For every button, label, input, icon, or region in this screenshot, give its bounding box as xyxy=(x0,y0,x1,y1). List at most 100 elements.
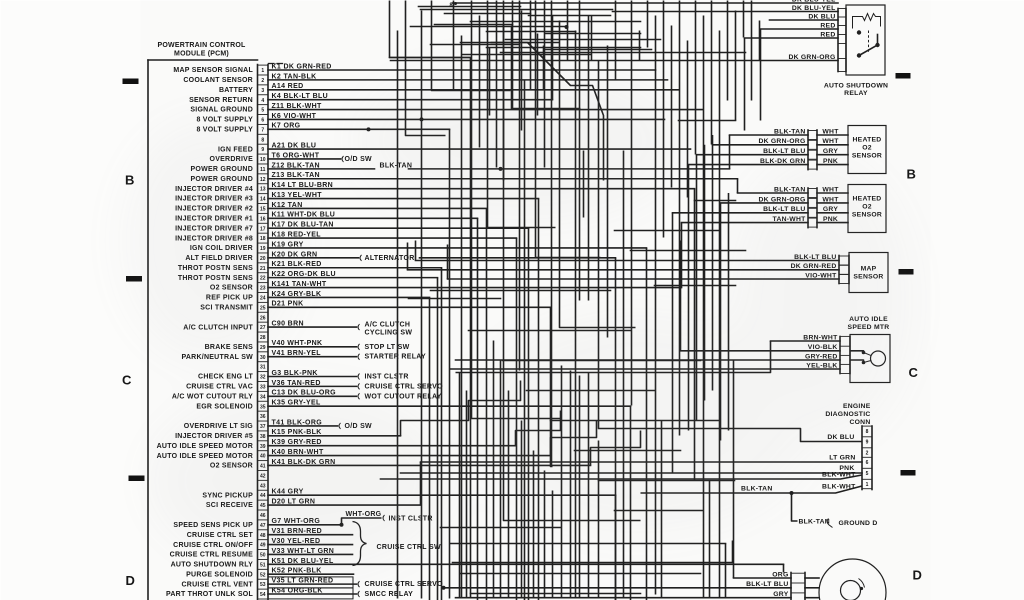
svg-text:D21 PNK: D21 PNK xyxy=(272,301,304,308)
svg-text:8: 8 xyxy=(866,429,869,435)
svg-text:A14 RED: A14 RED xyxy=(272,83,304,90)
svg-text:31: 31 xyxy=(260,365,266,371)
svg-text:2: 2 xyxy=(261,78,264,84)
svg-text:BLK-DK GRN: BLK-DK GRN xyxy=(760,158,806,165)
svg-text:POWERTRAIN CONTROL: POWERTRAIN CONTROL xyxy=(158,42,247,49)
svg-text:K2 TAN-BLK: K2 TAN-BLK xyxy=(272,73,317,80)
svg-text:HEATED: HEATED xyxy=(853,137,882,144)
svg-text:K13 YEL-WHT: K13 YEL-WHT xyxy=(272,192,323,199)
svg-text:K11 WHT-DK BLU: K11 WHT-DK BLU xyxy=(272,212,336,219)
svg-text:K17 DK BLU-TAN: K17 DK BLU-TAN xyxy=(272,222,334,229)
svg-text:BATTERY: BATTERY xyxy=(219,87,253,94)
svg-text:PART THROT UNLK SOL: PART THROT UNLK SOL xyxy=(166,591,254,598)
svg-text:DK GRN-ORG: DK GRN-ORG xyxy=(788,54,835,61)
svg-text:4: 4 xyxy=(261,98,264,104)
svg-text:GROUND D: GROUND D xyxy=(839,520,878,527)
svg-text:K22 ORG-DK BLU: K22 ORG-DK BLU xyxy=(272,271,336,278)
svg-text:DK BLU-YEL: DK BLU-YEL xyxy=(792,5,836,12)
svg-text:G3 BLK-PNK: G3 BLK-PNK xyxy=(272,370,318,377)
svg-text:GRY: GRY xyxy=(773,591,788,598)
svg-text:A21 DK BLU: A21 DK BLU xyxy=(272,142,317,149)
svg-text:GRY: GRY xyxy=(823,148,838,155)
svg-text:B: B xyxy=(907,167,917,182)
svg-text:V41 BRN-YEL: V41 BRN-YEL xyxy=(272,350,322,357)
svg-text:DK BLU-YEL: DK BLU-YEL xyxy=(792,0,836,3)
svg-text:SIGNAL GROUND: SIGNAL GROUND xyxy=(190,107,253,114)
svg-text:SMCC RELAY: SMCC RELAY xyxy=(365,591,414,598)
svg-text:O/D SW: O/D SW xyxy=(345,156,373,163)
svg-text:RED: RED xyxy=(820,22,835,29)
svg-text:CRUISE CTRL SW: CRUISE CTRL SW xyxy=(377,544,441,551)
svg-text:A/C CLUTCH: A/C CLUTCH xyxy=(365,322,411,329)
svg-text:32: 32 xyxy=(260,375,266,381)
svg-text:ALTERNATOR: ALTERNATOR xyxy=(365,255,415,262)
svg-text:STOP LT SW: STOP LT SW xyxy=(365,344,410,351)
svg-text:B: B xyxy=(125,173,135,188)
svg-text:30: 30 xyxy=(260,355,266,361)
svg-text:BLK-TAN: BLK-TAN xyxy=(774,128,805,135)
svg-text:Z13 BLK-TAN: Z13 BLK-TAN xyxy=(272,172,320,179)
svg-text:1: 1 xyxy=(866,482,869,488)
svg-text:5: 5 xyxy=(866,471,869,477)
svg-text:COOLANT SENSOR: COOLANT SENSOR xyxy=(183,77,253,84)
svg-text:CRUISE CTRL VAC: CRUISE CTRL VAC xyxy=(186,384,253,391)
svg-text:1: 1 xyxy=(261,68,264,74)
svg-text:C: C xyxy=(122,373,132,388)
svg-text:29: 29 xyxy=(260,345,266,351)
svg-text:A/C WOT CUTOUT RLY: A/C WOT CUTOUT RLY xyxy=(172,393,253,400)
svg-text:T6 ORG-WHT: T6 ORG-WHT xyxy=(272,152,320,159)
svg-text:5: 5 xyxy=(261,108,264,114)
svg-text:8: 8 xyxy=(261,137,264,143)
svg-text:K1 DK GRN-RED: K1 DK GRN-RED xyxy=(272,63,332,70)
svg-text:V40 WHT-PNK: V40 WHT-PNK xyxy=(272,340,323,347)
svg-text:C90 BRN: C90 BRN xyxy=(272,320,304,327)
svg-text:AUTO SHUTDOWN: AUTO SHUTDOWN xyxy=(824,83,888,90)
svg-text:RED: RED xyxy=(820,31,835,38)
svg-text:ORG: ORG xyxy=(772,571,788,578)
svg-text:7: 7 xyxy=(261,127,264,133)
svg-text:K6 VIO-WHT: K6 VIO-WHT xyxy=(272,113,317,120)
svg-text:BLK-WHT: BLK-WHT xyxy=(822,472,856,479)
svg-text:BLK-TAN: BLK-TAN xyxy=(799,519,830,526)
svg-text:CRUISE CTRL SERVO: CRUISE CTRL SERVO xyxy=(365,581,444,588)
svg-text:V35 LT GRN-RED: V35 LT GRN-RED xyxy=(272,578,334,585)
svg-text:SENSOR RETURN: SENSOR RETURN xyxy=(189,97,253,104)
svg-text:WHT: WHT xyxy=(822,128,839,135)
svg-text:CRUISE CTRL RESUME: CRUISE CTRL RESUME xyxy=(170,552,253,559)
svg-text:K4 BLK-LT BLU: K4 BLK-LT BLU xyxy=(272,93,329,100)
svg-text:RELAY: RELAY xyxy=(844,90,868,97)
svg-text:6: 6 xyxy=(866,460,869,466)
svg-text:DK GRN-ORG: DK GRN-ORG xyxy=(758,138,805,145)
svg-text:LT GRN: LT GRN xyxy=(829,455,855,462)
svg-text:MAP SENSOR SIGNAL: MAP SENSOR SIGNAL xyxy=(173,67,253,74)
svg-text:PURGE SOLENOID: PURGE SOLENOID xyxy=(186,571,253,578)
svg-text:8 VOLT SUPPLY: 8 VOLT SUPPLY xyxy=(196,117,253,124)
svg-text:CRUISE CTRL SERVO: CRUISE CTRL SERVO xyxy=(365,383,444,390)
svg-text:Z11 BLK-WHT: Z11 BLK-WHT xyxy=(272,103,322,110)
svg-text:9: 9 xyxy=(866,440,869,446)
svg-text:DK BLU: DK BLU xyxy=(827,434,854,441)
svg-text:BLK-WHT: BLK-WHT xyxy=(822,484,856,491)
svg-text:O2: O2 xyxy=(862,145,872,152)
svg-text:BLK-LT BLU: BLK-LT BLU xyxy=(763,148,805,155)
svg-text:CHECK ENG LT: CHECK ENG LT xyxy=(198,374,253,381)
svg-text:3: 3 xyxy=(261,88,264,94)
svg-text:DK BLU: DK BLU xyxy=(808,13,835,20)
svg-text:CRUISE CTRL VENT: CRUISE CTRL VENT xyxy=(181,581,253,588)
svg-text:8: 8 xyxy=(450,3,453,9)
svg-text:K54 ORG-BLK: K54 ORG-BLK xyxy=(272,587,323,594)
svg-text:6: 6 xyxy=(261,118,264,124)
svg-text:STARTER RELAY: STARTER RELAY xyxy=(365,354,426,361)
svg-text:V36 TAN-RED: V36 TAN-RED xyxy=(272,380,321,387)
svg-text:K52 PNK-BLK: K52 PNK-BLK xyxy=(272,568,322,575)
svg-text:53: 53 xyxy=(260,582,266,588)
svg-text:33: 33 xyxy=(260,384,266,390)
svg-text:MODULE (PCM): MODULE (PCM) xyxy=(174,51,229,58)
svg-text:CYCLING SW: CYCLING SW xyxy=(365,330,413,337)
svg-text:K24 GRY-BLK: K24 GRY-BLK xyxy=(272,291,322,298)
svg-text:Z12 BLK-TAN: Z12 BLK-TAN xyxy=(272,162,320,169)
svg-text:WHT: WHT xyxy=(822,138,839,145)
svg-text:54: 54 xyxy=(260,592,266,598)
svg-text:K14 LT BLU-BRN: K14 LT BLU-BRN xyxy=(272,182,334,189)
svg-text:WOT CUTOUT RELAY: WOT CUTOUT RELAY xyxy=(365,393,442,400)
